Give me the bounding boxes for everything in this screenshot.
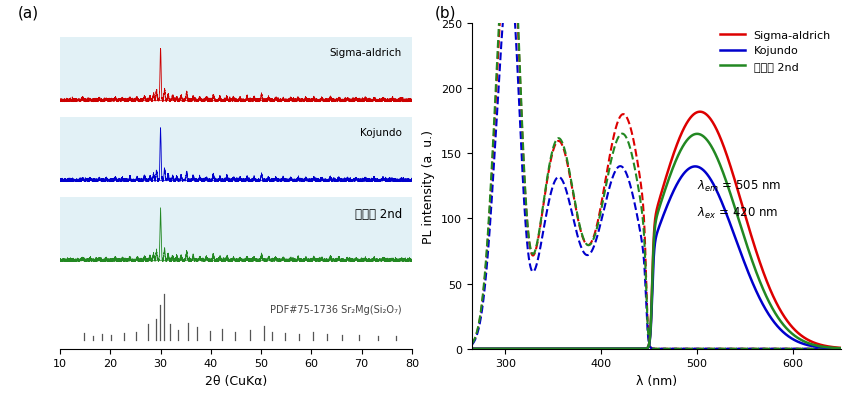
Text: 국내산 2nd: 국내산 2nd [354, 207, 402, 220]
Text: Kojundo: Kojundo [360, 128, 402, 138]
Text: (b): (b) [435, 6, 456, 21]
Bar [60, 118, 412, 181]
Text: PDF#75-1736 Sr₂Mg(Si₂O₇): PDF#75-1736 Sr₂Mg(Si₂O₇) [270, 304, 402, 314]
Bar [60, 198, 412, 261]
Legend: Sigma-aldrich, Kojundo, 국내산 2nd: Sigma-aldrich, Kojundo, 국내산 2nd [716, 26, 836, 76]
X-axis label: 2θ (CuKα): 2θ (CuKα) [205, 374, 267, 387]
Text: (a): (a) [18, 6, 39, 21]
Y-axis label: PL intensity (a. u.): PL intensity (a. u.) [422, 130, 436, 243]
X-axis label: λ (nm): λ (nm) [636, 374, 677, 387]
Text: Sigma-aldrich: Sigma-aldrich [329, 48, 402, 58]
Text: $\lambda_{ex}$ = 420 nm: $\lambda_{ex}$ = 420 nm [697, 205, 778, 220]
Bar [60, 38, 412, 101]
Text: $\lambda_{em}$ = 505 nm: $\lambda_{em}$ = 505 nm [697, 179, 782, 194]
